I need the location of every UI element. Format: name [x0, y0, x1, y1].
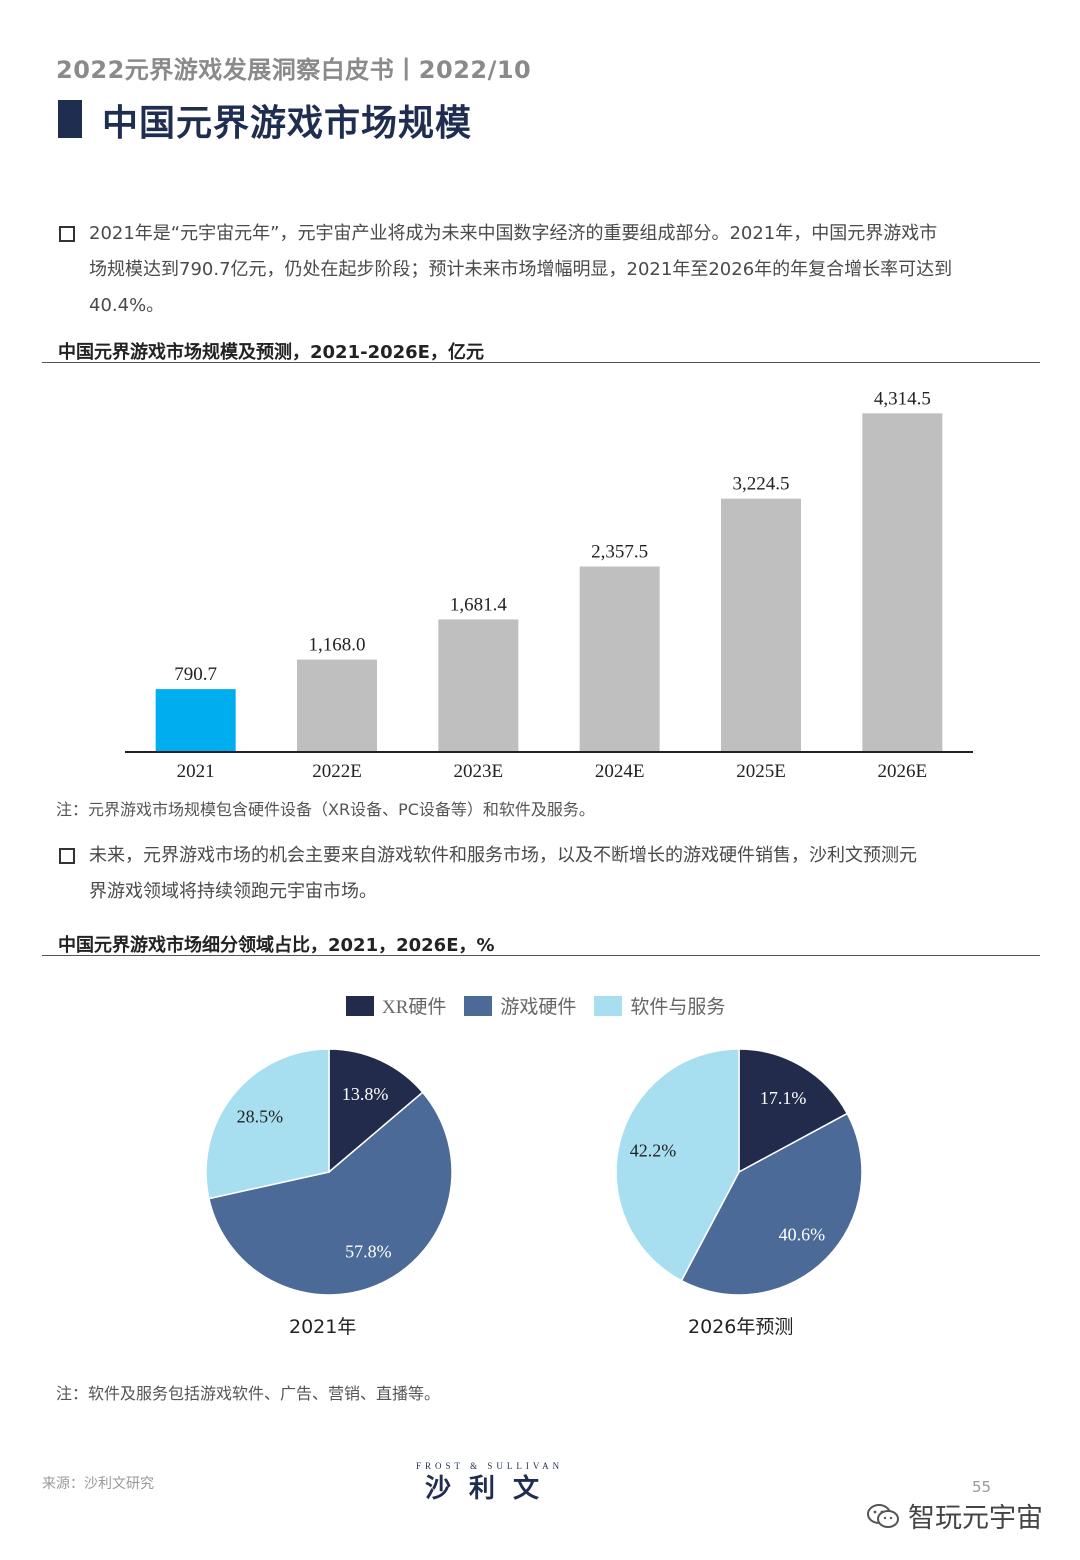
pie-chart-note: 注：软件及服务包括游戏软件、广告、营销、直播等。 [56, 1384, 441, 1403]
section-divider [42, 955, 1040, 956]
pie-slice-label: 57.8% [345, 1241, 392, 1261]
section-divider [42, 362, 1040, 363]
report-header: 2022元界游戏发展洞察白皮书丨2022/10 [56, 56, 532, 84]
pie-caption-2026: 2026年预测 [688, 1316, 794, 1338]
outlook-paragraph: 未来，元界游戏市场的机会主要来自游戏软件和服务市场，以及不断增长的游戏硬件销售，… [89, 838, 1039, 910]
pie-slice-label: 40.6% [779, 1224, 826, 1244]
pie-slice-label: 42.2% [630, 1141, 677, 1161]
wechat-watermark: 智玩元宇宙 [866, 1496, 1043, 1535]
bar-value-label: 4,314.5 [874, 388, 931, 409]
bar-chart-note: 注：元界游戏市场规模包含硬件设备（XR设备、PC设备等）和软件及服务。 [56, 800, 595, 819]
pie-slice-label: 13.8% [342, 1084, 389, 1104]
x-tick-label: 2024E [595, 761, 645, 782]
pie-slice-软件与服务 [615, 1048, 740, 1282]
legend-swatch [464, 995, 493, 1016]
pie-caption-2021: 2021年 [289, 1316, 357, 1338]
source-note: 来源：沙利文研究 [42, 1476, 154, 1492]
legend-swatch [346, 995, 374, 1016]
pie-slice-label: 28.5% [237, 1107, 284, 1127]
x-tick-label: 2025E [736, 761, 786, 782]
legend-entry: 软件与服务 [594, 992, 725, 1019]
legend-entry: 游戏硬件 [464, 992, 576, 1019]
bar-2026E [862, 413, 943, 751]
pie-slice-游戏硬件 [208, 1091, 453, 1296]
pie-slice-软件与服务 [205, 1048, 330, 1200]
sullivan-logo: 沙利文 [425, 1474, 558, 1504]
bar-chart-title: 中国元界游戏市场规模及预测，2021-2026E，亿元 [58, 342, 484, 363]
x-tick-label: 2023E [454, 761, 504, 782]
bar-chart: 790.7 2021 1,168.0 2022E 1,681.4 2023E 2,357.5… [125, 388, 973, 782]
legend-label: 游戏硬件 [500, 997, 577, 1018]
bar-2022E [297, 659, 377, 751]
intro-line-2: 场规模达到790.7亿元，仍处在起步阶段；预计未来市场增幅明显，2021年至20… [89, 259, 953, 280]
pie-slice-label: 17.1% [760, 1088, 807, 1108]
pie-chart-title: 中国元界游戏市场细分领域占比，2021，2026E，% [58, 935, 495, 956]
intro-line-3: 40.4%。 [89, 295, 165, 316]
bar-2023E [438, 619, 519, 751]
x-tick-label: 2021 [177, 761, 215, 782]
title-accent-bar [58, 100, 82, 138]
page-title: 中国元界游戏市场规模 [102, 103, 473, 144]
legend-entry: XR硬件 [346, 992, 446, 1019]
bar-2021 [155, 689, 236, 751]
pie-legend: XR硬件 游戏硬件 软件与服务 [346, 992, 725, 1019]
bar-value-label: 2,357.5 [591, 542, 648, 563]
x-tick-label: 2026E [878, 761, 928, 782]
x-tick-label: 2022E [312, 761, 362, 782]
bar-value-label: 790.7 [174, 664, 217, 685]
outlook-line-1: 未来，元界游戏市场的机会主要来自游戏软件和服务市场，以及不断增长的游戏硬件销售，… [89, 845, 917, 866]
outlook-line-2: 界游戏领域将持续领跑元宇宙市场。 [89, 881, 377, 902]
intro-paragraph: 2021年是“元宇宙元年”，元宇宙产业将成为未来中国数字经济的重要组成部分。20… [89, 216, 1039, 324]
bullet-checkbox-icon [59, 226, 75, 242]
bar-value-label: 1,681.4 [450, 594, 508, 615]
frost-sullivan-logo-text: FROST & SULLIVAN [416, 1461, 564, 1471]
bar-value-label: 3,224.5 [733, 474, 790, 495]
bar-2025E [721, 498, 801, 751]
page-number: 55 [972, 1478, 992, 1496]
intro-line-1: 2021年是“元宇宙元年”，元宇宙产业将成为未来中国数字经济的重要组成部分。20… [89, 223, 938, 244]
wechat-account-name: 智玩元宇宙 [908, 1503, 1043, 1534]
pie-slice-XR硬件 [328, 1048, 424, 1174]
legend-swatch [594, 995, 623, 1016]
legend-label: 软件与服务 [630, 997, 726, 1018]
bar-value-label: 1,168.0 [309, 635, 366, 656]
legend-label: XR硬件 [382, 997, 447, 1018]
wechat-icon [867, 1503, 899, 1528]
pie-charts: 13.8% 57.8% 28.5% 17.1% 40.6% 42.2% [205, 1048, 863, 1296]
pie-slice-XR硬件 [738, 1048, 849, 1174]
bar-2024E [579, 566, 660, 751]
pie-slice-游戏硬件 [680, 1112, 863, 1296]
bullet-checkbox-icon [59, 848, 75, 864]
